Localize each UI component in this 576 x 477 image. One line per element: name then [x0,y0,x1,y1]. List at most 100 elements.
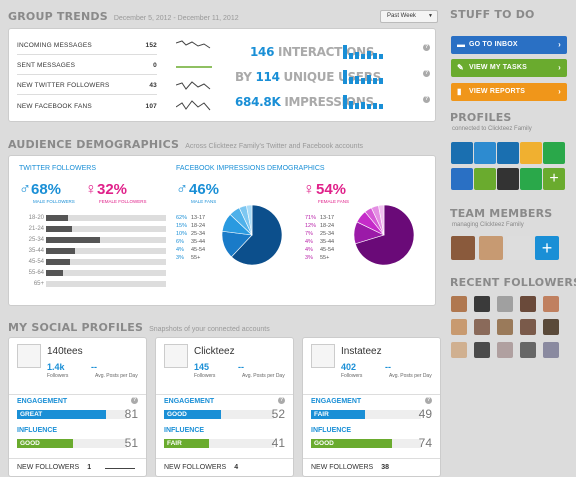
profile-avatar[interactable] [520,142,542,164]
group-trends-panel: INCOMING MESSAGES 152 SENT MESSAGES 0 NEW … [8,28,436,122]
inbox-icon: ▬ [457,40,466,49]
age-range: 18-24 [320,223,335,229]
help-icon[interactable]: ? [423,96,430,103]
profile-avatar[interactable] [474,168,496,190]
recent-followers-title: RECENT FOLLOWERS [450,276,576,289]
period-value: Past Week [387,13,416,19]
age-fill [46,226,73,232]
follower-avatar[interactable] [474,319,490,335]
trend-value: 0 [153,62,157,69]
profile-avatar[interactable] [451,142,473,164]
help-icon[interactable]: ? [425,397,432,404]
reports-icon: ▮ [457,87,462,96]
social-heading: MY SOCIAL PROFILES Snapshots of your conn… [8,321,270,334]
social-profile-card[interactable]: Instateez 402 Followers -- Avg. Posts per Da… [302,337,441,477]
follower-avatar[interactable] [451,342,467,358]
age-track [46,237,166,243]
team-avatar[interactable] [451,236,475,260]
male-icon: ♂ [176,181,188,198]
follower-avatar[interactable] [451,319,467,335]
age-pct-row: 4% 35-44 [305,238,334,246]
add-team-member-icon[interactable]: + [535,236,559,260]
age-range: 55+ [320,255,330,261]
age-label: 65+ [33,281,44,287]
social-profile-card[interactable]: Clickteez 145 Followers -- Avg. Posts per Da… [155,337,294,477]
view-my-tasks-button[interactable]: ✎ VIEW MY TASKS › [451,59,567,77]
period-select[interactable]: Past Week ▼ [380,10,438,23]
follower-avatar[interactable] [497,296,513,312]
influence-label: INFLUENCE [164,427,205,434]
users-mini-bars [343,70,383,84]
age-range: 35-44 [191,239,206,245]
age-track [46,248,166,254]
influence-label: INFLUENCE [17,427,58,434]
twitter-male-pct: 68% [31,181,62,198]
engagement-score: 52 [271,407,285,421]
profile-avatar[interactable] [543,142,565,164]
follower-avatar[interactable] [497,319,513,335]
engagement-bar: FAIR [311,410,421,419]
stat-value: 684.8K [235,95,281,109]
follower-avatar[interactable] [543,319,559,335]
interactions-mini-bars [343,45,383,59]
follower-avatar[interactable] [520,342,536,358]
age-pct-row: 6% 35-44 [176,238,205,246]
facebook-demographics-title: FACEBOOK IMPRESSIONS DEMOGRAPHICS [176,165,325,172]
sparkline-facebook [176,100,211,111]
go-to-inbox-button[interactable]: ▬ GO TO INBOX › [451,36,567,54]
help-icon[interactable]: ? [131,397,138,404]
age-pct: 4% [305,247,313,253]
age-fill [46,215,68,221]
button-label: VIEW MY TASKS [469,64,527,71]
follower-avatar[interactable] [474,342,490,358]
influence-bar: FAIR [164,439,274,448]
profile-avatar[interactable] [497,142,519,164]
female-age-pie [353,204,415,266]
followers-count: 402 [341,362,357,372]
new-followers-value: 1 [87,464,92,471]
age-pct: 6% [176,239,184,245]
avg-posts-value: -- [91,362,97,372]
follower-avatar[interactable] [520,296,536,312]
trend-row: NEW TWITTER FOLLOWERS 43 [17,77,157,95]
age-pct-row: 10% 25-34 [176,230,205,238]
follower-avatar[interactable] [497,342,513,358]
facebook-male-pct: 46% [189,181,220,198]
age-range: 18-24 [191,223,206,229]
new-followers-sparkline [105,468,135,469]
button-label: GO TO INBOX [469,41,518,48]
social-profile-card[interactable]: 140tees 1.4k Followers -- Avg. Posts per Day… [8,337,147,477]
profile-avatar[interactable] [451,168,473,190]
team-avatar[interactable] [479,236,503,260]
age-track [46,226,166,232]
view-reports-button[interactable]: ▮ VIEW REPORTS › [451,83,567,101]
influence-fill: GOOD [311,439,393,448]
demographics-subtitle: Across Clickteez Family's Twitter and Fa… [185,143,364,150]
team-title: TEAM MEMBERS [450,207,553,220]
trend-label: NEW TWITTER FOLLOWERS [17,82,110,89]
team-avatar[interactable] [507,236,531,260]
help-icon[interactable]: ? [423,44,430,51]
followers-count: 145 [194,362,210,372]
follower-avatar[interactable] [543,342,559,358]
add-profile-icon[interactable]: + [543,168,565,190]
followers-label: Followers [194,373,216,379]
follower-avatar[interactable] [451,296,467,312]
profile-avatar[interactable] [497,168,519,190]
age-range: 13-17 [320,215,335,221]
profile-avatar[interactable] [474,142,496,164]
profile-logo [164,344,188,368]
male-icon: ♂ [19,181,31,198]
male-age-pie [221,204,283,266]
help-icon[interactable]: ? [278,397,285,404]
age-range: 35-44 [320,239,335,245]
follower-avatar[interactable] [474,296,490,312]
stuff-to-do-title: STUFF TO DO [450,8,535,21]
profile-avatar[interactable] [520,168,542,190]
help-icon[interactable]: ? [423,70,430,77]
new-followers-row: NEW FOLLOWERS 4 [156,458,293,476]
age-track [46,215,166,221]
age-pct: 71% [305,215,317,221]
follower-avatar[interactable] [543,296,559,312]
follower-avatar[interactable] [520,319,536,335]
